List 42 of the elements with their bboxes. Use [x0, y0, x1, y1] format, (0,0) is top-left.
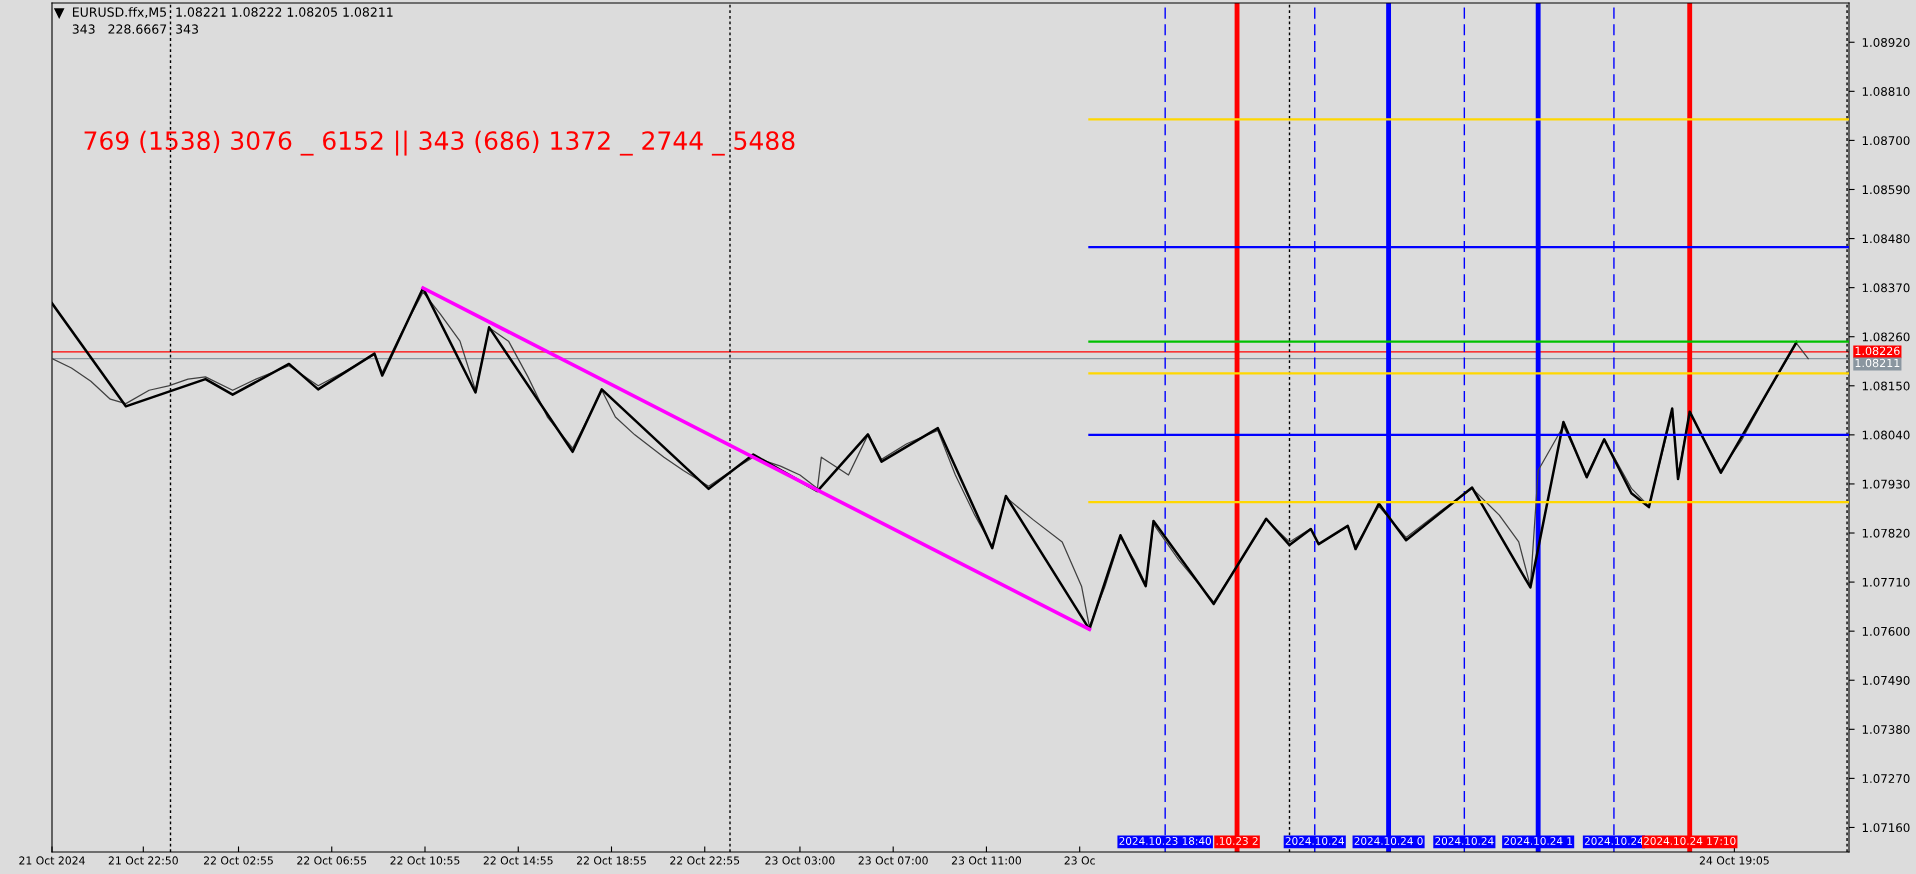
text: 343 228.6667 343 — [72, 24, 198, 34]
x-tick-label: 24 Oct 19:05 — [1699, 856, 1769, 865]
annotation: 769 (1538) 3076 _ 6152 || 343 (686) 1372 _ 2744 _ 5488 — [84, 130, 795, 156]
x-tick-label: 23 Oct 07:00 — [858, 856, 928, 865]
x-tick-label: 23 Oct 03:00 — [765, 856, 835, 865]
x-tick-label: 22 Oct 02:55 — [203, 856, 273, 865]
y-tick-label: 1.07710 — [1862, 577, 1910, 587]
x-tick-label: 22 Oct 06:55 — [297, 856, 367, 865]
x-tick-label: 21 Oct 22:50 — [108, 856, 178, 865]
y-tick-label: 1.08810 — [1862, 87, 1910, 96]
x-tick-label: 21 Oct 2024 — [19, 856, 85, 865]
y-tick-label: 1.08040 — [1862, 430, 1910, 440]
ref-line-label: 1.08226 — [1855, 346, 1900, 356]
y-tick-label: 1.08150 — [1862, 381, 1910, 391]
ref-line-label: 2024.10.24 1 — [1504, 837, 1572, 845]
y-tick-label: 1.07930 — [1862, 479, 1910, 489]
ref-line-label: 2024.10.23 18:40 — [1119, 837, 1211, 845]
y-tick-label: 1.08700 — [1862, 136, 1910, 146]
ref-line-label: 2024.10.24 — [1285, 837, 1344, 845]
x-tick-label: 22 Oct 22:55 — [670, 856, 740, 865]
ref-line-label: 2024.10.24 0 — [1354, 837, 1423, 845]
y-tick-label: 1.08370 — [1862, 283, 1910, 293]
x-tick-label: 22 Oct 14:55 — [483, 856, 553, 865]
y-tick-label: 1.08260 — [1862, 332, 1910, 342]
y-tick-label: 1.07160 — [1862, 823, 1910, 833]
ref-line-label: 1.08211 — [1855, 358, 1900, 368]
y-tick-label: 1.08480 — [1862, 234, 1910, 244]
x-tick-label: 23 Oct 11:00 — [951, 856, 1022, 865]
y-tick-label: 1.07490 — [1862, 675, 1910, 685]
y-tick-label: 1.07600 — [1862, 626, 1910, 636]
chart-title: EURUSD.ffx,M5 1.08221 1.08222 1.08205 1.08211 — [72, 7, 393, 19]
y-tick-label: 1.08920 — [1862, 37, 1910, 47]
y-tick-label: 1.08590 — [1862, 185, 1910, 195]
x-tick-label: 22 Oct 18:55 — [576, 856, 646, 865]
x-tick-label: 23 Oc — [1064, 856, 1095, 865]
ref-line-label: 2024.10.24 17:10 — [1643, 837, 1736, 845]
y-tick-label: 1.07270 — [1862, 774, 1910, 784]
x-tick-label: 22 Oct 10:55 — [390, 856, 460, 865]
y-tick-label: 1.07820 — [1862, 528, 1910, 538]
y-tick-label: 1.07380 — [1862, 725, 1910, 734]
ref-line-label: 2024.10.24 — [1435, 837, 1494, 845]
ref-line-label: .10.23 2 — [1216, 837, 1258, 845]
